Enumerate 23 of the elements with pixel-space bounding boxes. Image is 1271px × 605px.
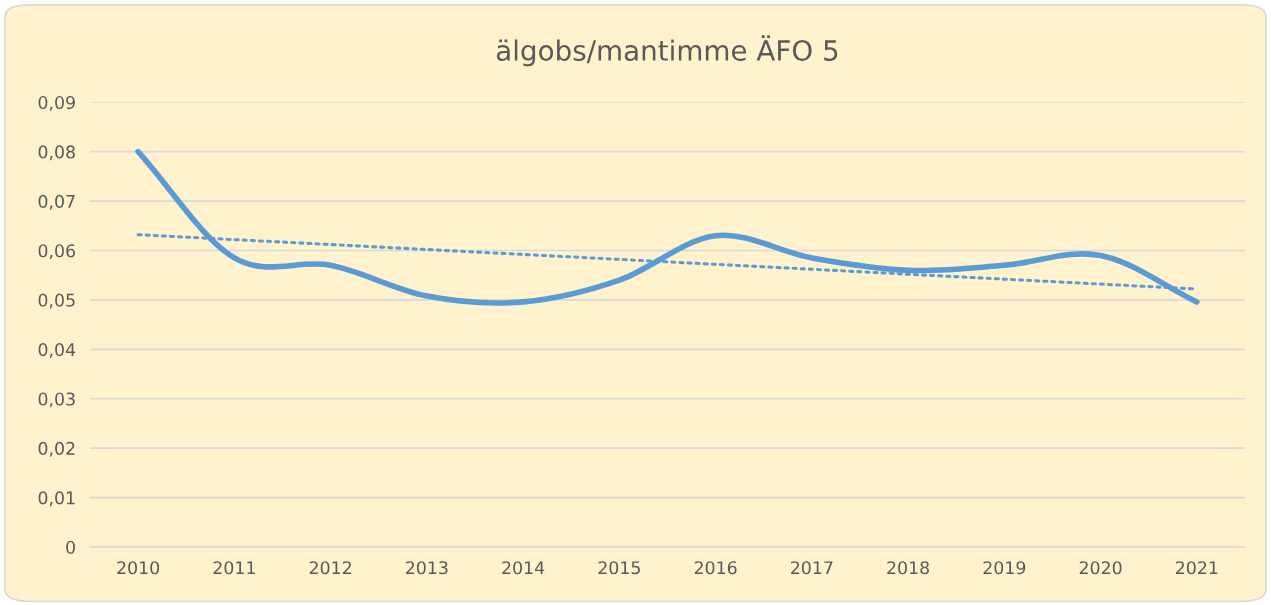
y-tick-label: 0,01	[38, 491, 75, 507]
x-tick-label: 2010	[117, 561, 160, 575]
x-tick-label: 2015	[598, 561, 640, 575]
y-tick-label: 0,07	[38, 194, 75, 210]
y-tick-label: 0,02	[38, 441, 75, 457]
y-tick-label: 0,04	[38, 343, 76, 358]
chart-title: älgobs/mantimme ÄFO 5	[496, 35, 838, 67]
y-tick-label: 0,06	[38, 244, 76, 260]
x-tick-label: 2021	[1176, 561, 1218, 575]
y-tick-label: 0,03	[38, 392, 75, 408]
x-tick-label: 2019	[983, 561, 1026, 575]
x-tick-label: 2017	[791, 561, 833, 575]
x-tick-label: 2012	[309, 561, 351, 575]
x-tick-label: 2016	[694, 561, 737, 575]
x-tick-label: 2020	[1079, 561, 1122, 575]
x-tick-label: 2013	[406, 561, 448, 575]
y-tick-label: 0,08	[38, 145, 75, 161]
y-tick-label: 0	[66, 540, 75, 554]
y-tick-label: 0,09	[38, 95, 75, 111]
y-tick-label: 0,05	[38, 293, 75, 309]
x-tick-label: 2018	[887, 561, 929, 575]
x-tick-label: 2014	[502, 561, 545, 575]
x-tick-label: 2011	[213, 561, 255, 575]
